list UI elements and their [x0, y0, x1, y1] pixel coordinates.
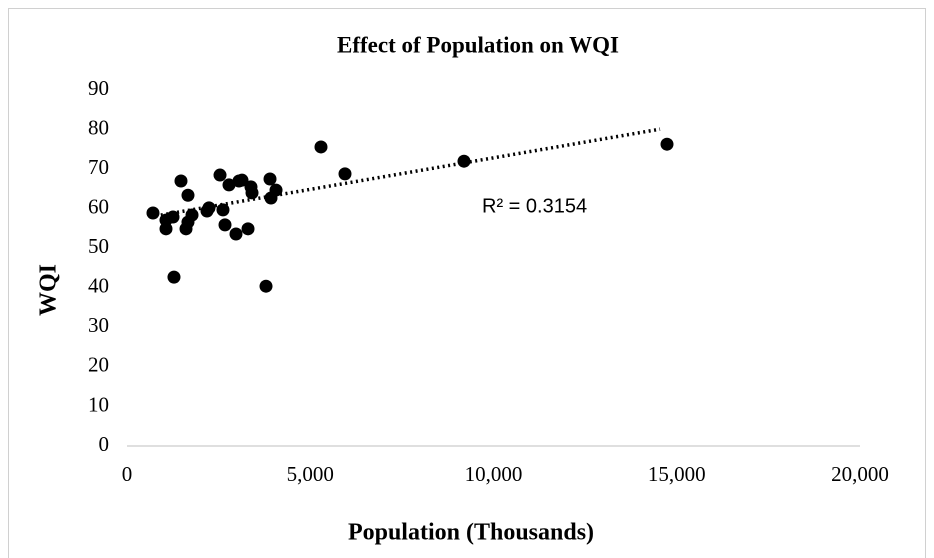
data-point: [167, 270, 181, 284]
y-tick-label: 0: [99, 432, 110, 456]
chart-frame: [8, 8, 926, 558]
data-point: [235, 173, 249, 187]
data-point: [338, 167, 352, 181]
data-point: [314, 140, 328, 154]
data-point: [146, 206, 160, 220]
y-tick-label: 40: [88, 274, 109, 298]
data-point: [457, 154, 471, 168]
x-tick-label: 20,000: [831, 462, 889, 486]
y-tick-label: 70: [88, 155, 109, 179]
data-point: [245, 186, 259, 200]
chart-title: Effect of Population on WQI: [337, 32, 619, 57]
data-point: [222, 178, 236, 192]
data-point: [216, 203, 230, 217]
data-point: [213, 168, 227, 182]
data-point: [269, 183, 283, 197]
y-tick-label: 20: [88, 353, 109, 377]
y-tick-label: 50: [88, 234, 109, 258]
data-point: [660, 137, 674, 151]
data-point: [174, 174, 188, 188]
y-tick-label: 60: [88, 194, 109, 218]
x-axis-label: Population (Thousands): [348, 520, 594, 546]
data-point: [241, 222, 255, 236]
x-tick-label: 15,000: [648, 462, 706, 486]
x-tick-label: 5,000: [287, 462, 334, 486]
y-tick-label: 10: [88, 392, 109, 416]
data-point: [202, 201, 216, 215]
data-point: [229, 227, 243, 241]
y-tick-label: 80: [88, 115, 109, 139]
data-point: [259, 279, 273, 293]
x-tick-label: 10,000: [465, 462, 523, 486]
y-tick-label: 30: [88, 313, 109, 337]
x-tick-label: 0: [122, 462, 133, 486]
y-axis-label: WQI: [36, 264, 62, 316]
y-tick-label: 90: [88, 76, 109, 100]
data-point: [181, 188, 195, 202]
data-point: [166, 210, 180, 224]
data-point: [263, 172, 277, 186]
data-point: [185, 208, 199, 222]
trendline: [149, 127, 661, 219]
data-point: [218, 218, 232, 232]
trendline-label: R² = 0.3154: [482, 195, 587, 217]
